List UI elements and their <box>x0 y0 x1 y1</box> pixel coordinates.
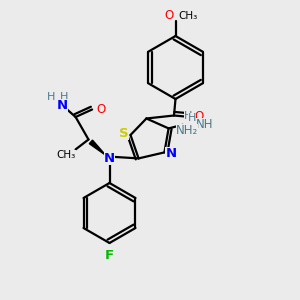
Text: O: O <box>96 103 105 116</box>
Text: CH₃: CH₃ <box>56 150 76 161</box>
Text: NH₂: NH₂ <box>176 124 198 137</box>
Text: N: N <box>104 152 115 165</box>
Text: O: O <box>194 110 203 124</box>
Text: N: N <box>57 99 68 112</box>
Text: N: N <box>165 147 177 161</box>
Text: NH: NH <box>196 118 213 131</box>
Polygon shape <box>89 140 106 155</box>
Text: CH₃: CH₃ <box>178 11 198 21</box>
Text: H: H <box>47 92 55 102</box>
Text: F: F <box>105 249 114 262</box>
Text: H: H <box>188 113 196 123</box>
Text: H: H <box>59 92 68 102</box>
Text: O: O <box>164 9 173 22</box>
Text: S: S <box>119 127 129 140</box>
Text: H: H <box>184 111 192 122</box>
